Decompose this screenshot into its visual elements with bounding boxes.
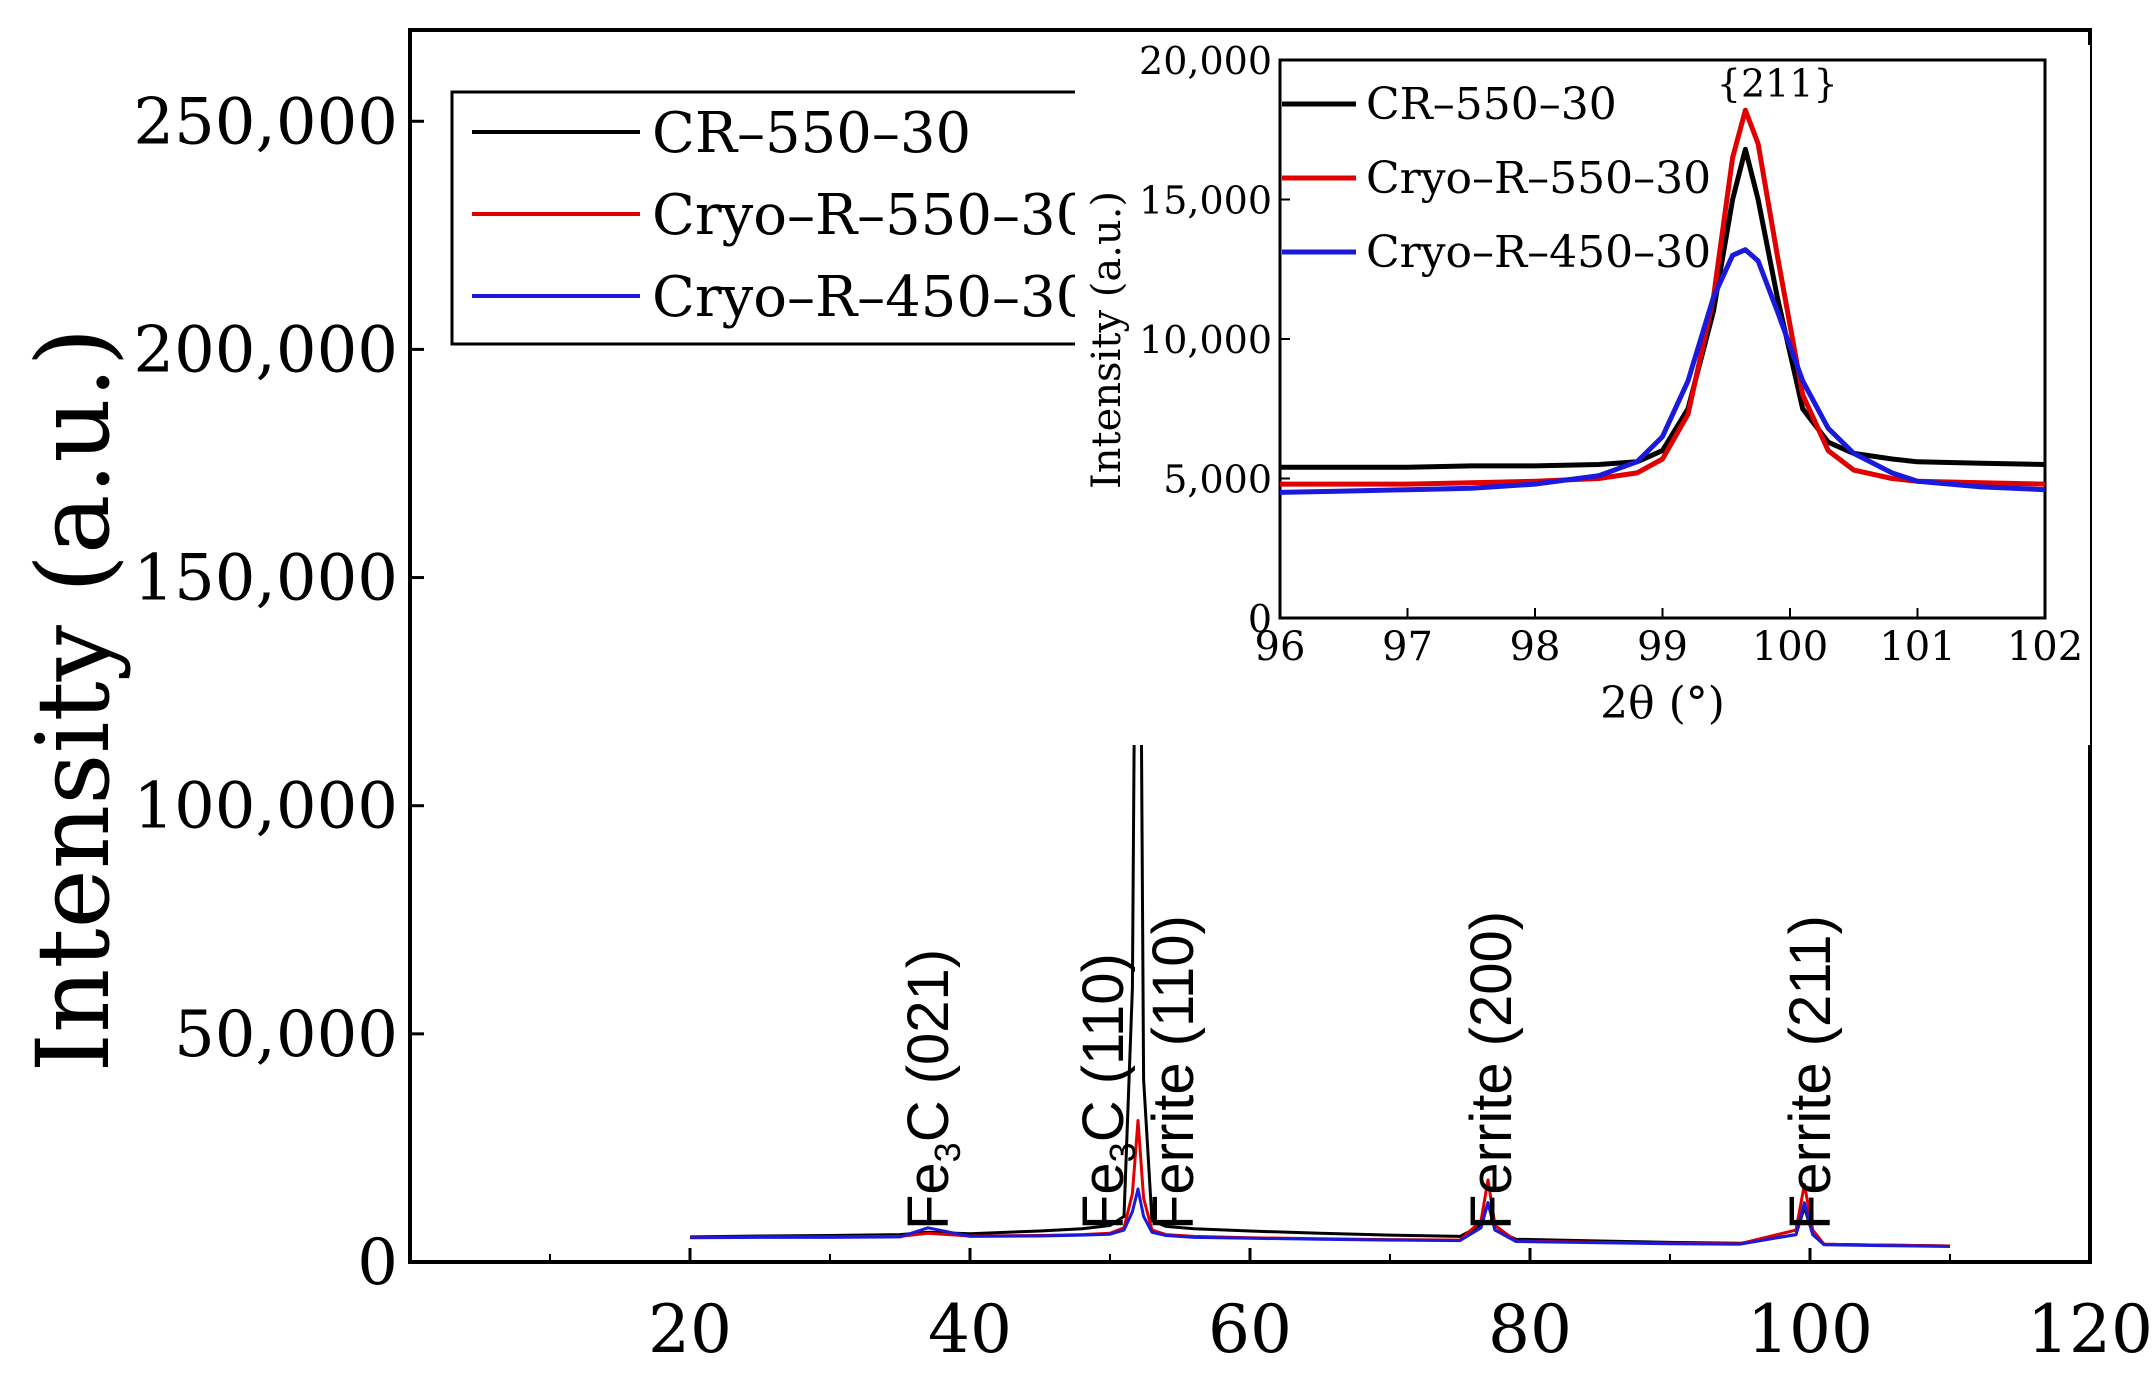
- annotation-subscript: 3: [1102, 1142, 1143, 1162]
- main-x-tick-label: 120: [2027, 1291, 2153, 1368]
- inset-legend-label: Cryo–R–550–30: [1366, 153, 1711, 204]
- main-peak-annotation: Ferrite (200): [1459, 911, 1524, 1230]
- inset-y-axis-label: Intensity (a.u.): [1084, 191, 1130, 489]
- main-y-axis-label: Intensity (a.u.): [15, 327, 132, 1072]
- inset-y-tick-label: 20,000: [1139, 39, 1272, 83]
- inset-y-tick-label: 5,000: [1163, 458, 1272, 502]
- inset-y-tick-label: 0: [1248, 597, 1272, 641]
- main-peak-annotation: Fe3C (110): [1071, 953, 1143, 1230]
- inset-x-tick-label: 97: [1382, 624, 1433, 670]
- inset-x-tick-label: 96: [1255, 624, 1306, 670]
- annotation-part: C (021): [896, 949, 961, 1142]
- inset-x-tick-label: 98: [1510, 624, 1561, 670]
- inset-series-line-0: [1280, 146, 2046, 470]
- main-peak-annotation: Ferrite (211): [1778, 915, 1843, 1230]
- inset-legend-label: CR–550–30: [1366, 79, 1617, 130]
- main-peak-annotation: Fe3C (021): [896, 949, 968, 1230]
- inset-x-tick-label: 102: [2007, 624, 2083, 670]
- main-y-tick-label: 50,000: [174, 998, 398, 1072]
- inset-x-tick-label: 101: [1879, 624, 1955, 670]
- main-legend-label: CR–550–30: [652, 101, 971, 166]
- main-x-tick-label: 20: [648, 1291, 732, 1368]
- annotation-part: Fe: [1071, 1162, 1136, 1230]
- annotation-part: Fe: [896, 1162, 961, 1230]
- main-x-tick-label: 60: [1208, 1291, 1292, 1368]
- main-y-tick-label: 0: [357, 1226, 398, 1300]
- annotation-subscript: 3: [927, 1142, 968, 1162]
- inset-background: [1075, 45, 2090, 745]
- main-x-tick-label: 100: [1747, 1291, 1873, 1368]
- inset-series-line-2: [1279, 247, 2046, 495]
- main-y-tick-label: 250,000: [133, 85, 398, 159]
- main-x-tick-label: 40: [928, 1291, 1012, 1368]
- inset-legend-label: Cryo–R–450–30: [1366, 227, 1711, 278]
- main-legend-label: Cryo–R–550–30: [652, 183, 1091, 248]
- main-series-line-1: [689, 1119, 1951, 1248]
- inset-series-line-1: [1280, 107, 2046, 487]
- inset-y-tick-label: 10,000: [1139, 318, 1272, 362]
- annotation-part: C (110): [1071, 953, 1136, 1142]
- inset-y-tick-label: 15,000: [1139, 179, 1272, 223]
- main-y-tick-label: 200,000: [133, 313, 398, 387]
- main-x-tick-label: 80: [1488, 1291, 1572, 1368]
- main-series-line-2: [689, 1187, 1951, 1248]
- main-peak-annotation: Ferrite (110): [1141, 915, 1206, 1230]
- inset-x-tick-label: 99: [1637, 624, 1688, 670]
- inset-x-tick-label: 100: [1752, 624, 1828, 670]
- inset-peak-annotation: {211}: [1717, 61, 1838, 105]
- main-y-tick-label: 150,000: [133, 542, 398, 616]
- main-y-tick-label: 100,000: [133, 770, 398, 844]
- inset-x-axis-label: 2θ (°): [1600, 678, 1725, 729]
- main-legend-label: Cryo–R–450–30: [652, 265, 1091, 330]
